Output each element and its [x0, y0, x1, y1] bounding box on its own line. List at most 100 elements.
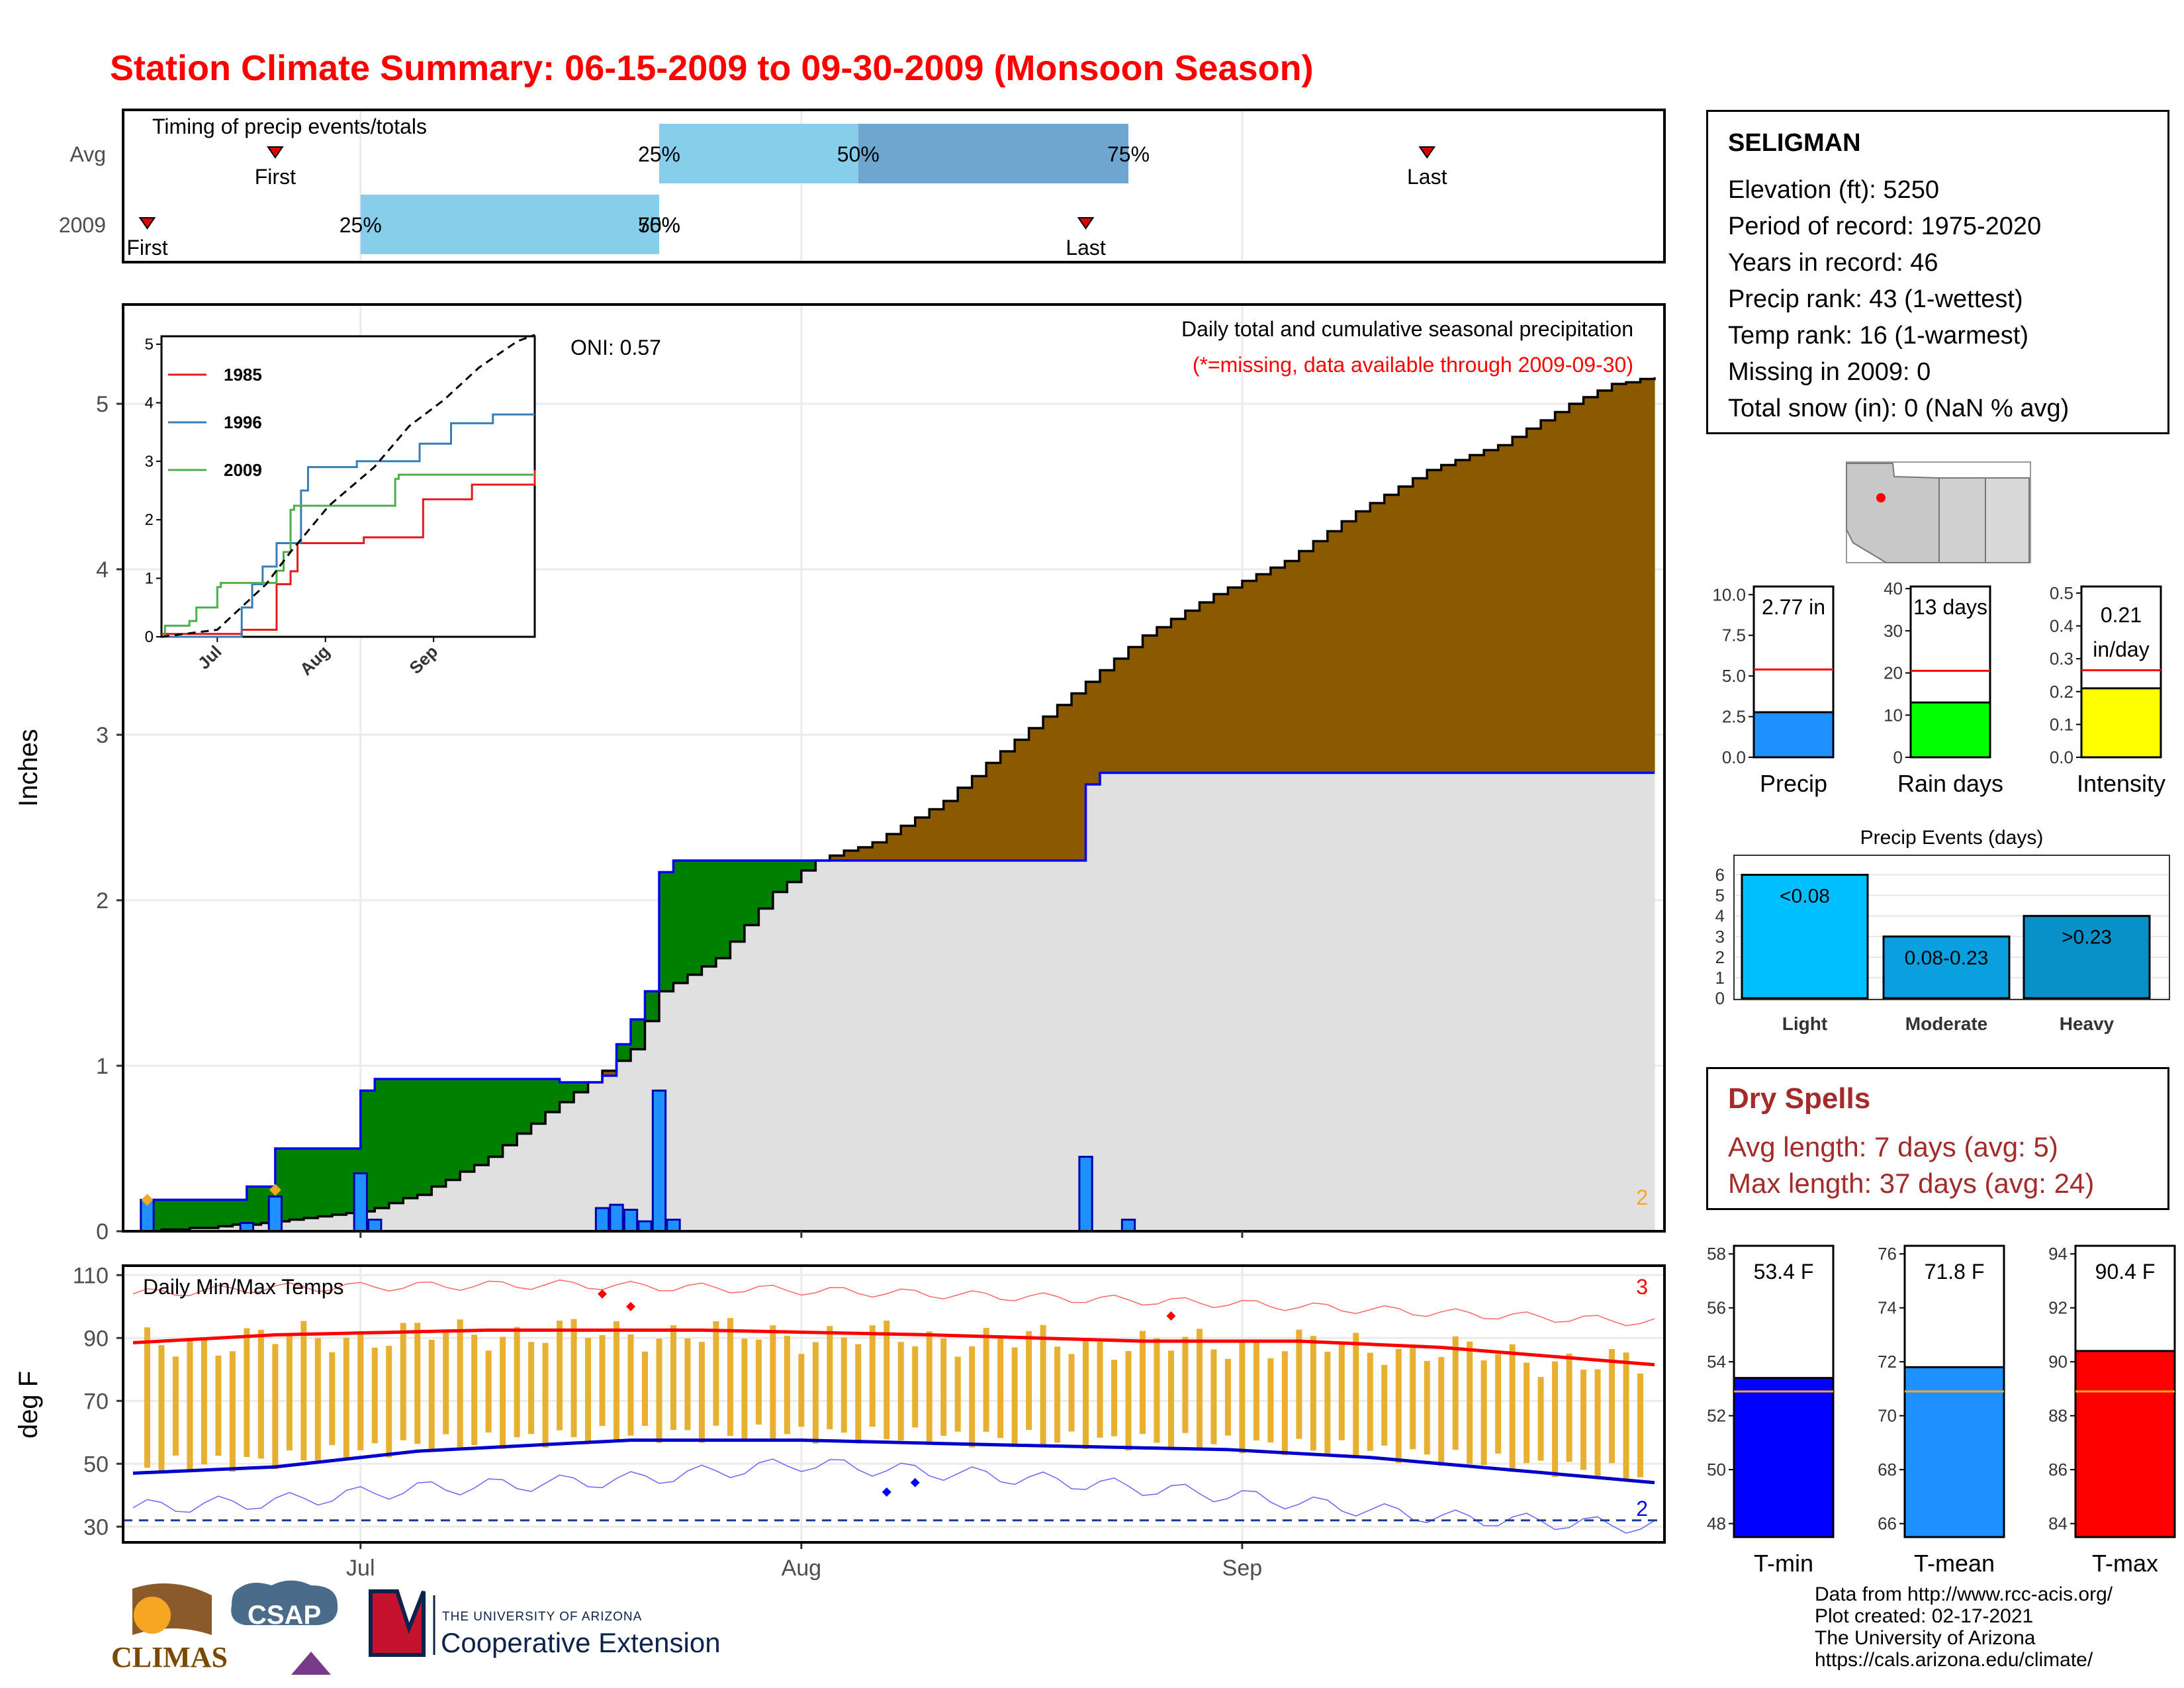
cum-deficit [1412, 478, 1428, 773]
temp-normal-max-line [132, 1328, 1655, 1367]
total-ytick-label: 0.3 [2050, 649, 2073, 669]
cum-deficit [858, 847, 873, 861]
station-info-box: SELIGMAN Elevation (ft): 5250 Period of … [1706, 110, 2169, 434]
tsum-ytick-label: 90 [2048, 1352, 2068, 1372]
inset-xtick-label: Jul [194, 641, 226, 673]
cum-deficit [1640, 379, 1655, 773]
tsum-ytick-label: 86 [2048, 1460, 2068, 1479]
cum-fill-2009 [730, 941, 745, 1231]
inset-ytick-label: 2 [145, 511, 154, 529]
station-period: Period of record: 1975-2020 [1728, 212, 2042, 240]
cum-fill-2009 [1313, 773, 1328, 1231]
cum-fill-2009 [1128, 773, 1144, 1231]
events-ytick-label: 3 [1715, 927, 1725, 947]
cum-surplus [645, 991, 660, 1021]
timing-marker-label: Last [1066, 236, 1106, 259]
tsum-ytick-label: 68 [1878, 1460, 1897, 1479]
daily-precip-diamond [269, 1184, 281, 1196]
tsum-ytick-label: 56 [1707, 1298, 1726, 1318]
cum-deficit [829, 855, 844, 861]
temp-record-marker [626, 1301, 636, 1311]
timing-marker-label: First [126, 236, 167, 259]
daily-precip-bar [594, 1207, 610, 1233]
cum-deficit [1327, 531, 1342, 773]
cum-fill-2009 [772, 892, 788, 1231]
cum-ytick-label: 1 [96, 1054, 109, 1079]
timing-marker [138, 217, 156, 230]
cum-deficit [1313, 541, 1328, 773]
temp-ylabel: deg F [14, 1371, 43, 1438]
events-bar [2023, 915, 2151, 1000]
cum-deficit [1384, 494, 1399, 773]
cum-surplus [161, 1199, 177, 1230]
cum-surplus [744, 861, 759, 925]
timing-row-label: 2009 [59, 213, 106, 237]
cum-fill-2009 [189, 1228, 205, 1231]
cum-fill-2009 [403, 1198, 418, 1231]
temp-corner-high: 3 [1636, 1275, 1648, 1299]
events-bar-label: 0.08-0.23 [1905, 947, 1989, 969]
cum-deficit [1555, 412, 1570, 773]
cum-fill-2009 [1114, 773, 1129, 1231]
cum-surplus [204, 1199, 219, 1228]
cum-fill-2009 [1242, 773, 1257, 1231]
cum-fill-2009 [886, 861, 901, 1231]
cum-fill-2009 [460, 1172, 475, 1231]
cum-fill-2009 [986, 861, 1001, 1231]
timing-title: Timing of precip events/totals [152, 115, 427, 138]
dry-spells-max: Max length: 37 days (avg: 24) [1728, 1168, 2095, 1199]
events-category-label: Heavy [2060, 1013, 2115, 1034]
total-ytick-label: 30 [1884, 621, 1903, 641]
cum-fill-2009 [289, 1219, 304, 1231]
temp-record-marker [598, 1289, 608, 1299]
events-category-label: Light [1782, 1013, 1827, 1034]
timing-pct-label: 50% [638, 213, 680, 237]
cum-fill-2009 [303, 1218, 318, 1231]
cum-surplus [631, 1019, 646, 1049]
climas-logo-text: CLIMAS [111, 1641, 228, 1673]
cum-fill-2009 [1398, 773, 1414, 1231]
cum-fill-2009 [972, 861, 987, 1231]
cum-deficit [1156, 627, 1172, 773]
total-value-label: 0.21 [2101, 603, 2142, 627]
daily-precip-bar [609, 1203, 624, 1233]
cum-surplus [417, 1079, 432, 1195]
cum-fill-2009 [1640, 773, 1655, 1231]
cum-fill-2009 [388, 1203, 404, 1231]
cum-title: Daily total and cumulative seasonal prec… [1181, 317, 1633, 341]
tsum-ytick-label: 72 [1878, 1352, 1897, 1372]
cum-fill-2009 [1298, 773, 1314, 1231]
cum-corner-label: 2 [1636, 1186, 1648, 1209]
cum-surplus [246, 1186, 261, 1225]
daily-precip-bar [367, 1219, 383, 1233]
cum-surplus [232, 1199, 248, 1225]
tsum-value-label: 90.4 F [2095, 1260, 2156, 1284]
cum-deficit [1626, 382, 1641, 773]
cum-deficit [1484, 450, 1499, 773]
cum-surplus [687, 861, 703, 975]
cum-deficit [1015, 739, 1030, 861]
daily-precip-bar [1078, 1156, 1093, 1233]
cum-fill-2009 [318, 1216, 333, 1231]
cum-fill-2009 [588, 1082, 603, 1231]
cum-fill-2009 [943, 861, 958, 1231]
cum-deficit [1612, 384, 1627, 773]
cum-fill-2009 [1185, 773, 1201, 1231]
cum-surplus [218, 1199, 234, 1227]
cum-ytick-label: 0 [96, 1219, 109, 1244]
ua-small-text: THE UNIVERSITY OF ARIZONA [442, 1610, 643, 1624]
temp-record-max-line [132, 1279, 1655, 1327]
cum-deficit [844, 851, 859, 861]
cum-fill-2009 [829, 861, 844, 1231]
temp-title: Daily Min/Max Temps [143, 1275, 343, 1299]
cum-fill-2009 [844, 861, 859, 1231]
cum-fill-2009 [929, 861, 944, 1231]
cum-panel-frame [122, 303, 1666, 1233]
tsum-ytick-label: 92 [2048, 1298, 2068, 1318]
total-ytick-label: 2.5 [1722, 707, 1746, 727]
cum-fill-2009 [787, 882, 802, 1231]
ua-extension-text: Cooperative Extension [441, 1627, 721, 1658]
cum-deficit [1071, 693, 1087, 861]
cum-fill-2009 [1598, 773, 1613, 1231]
